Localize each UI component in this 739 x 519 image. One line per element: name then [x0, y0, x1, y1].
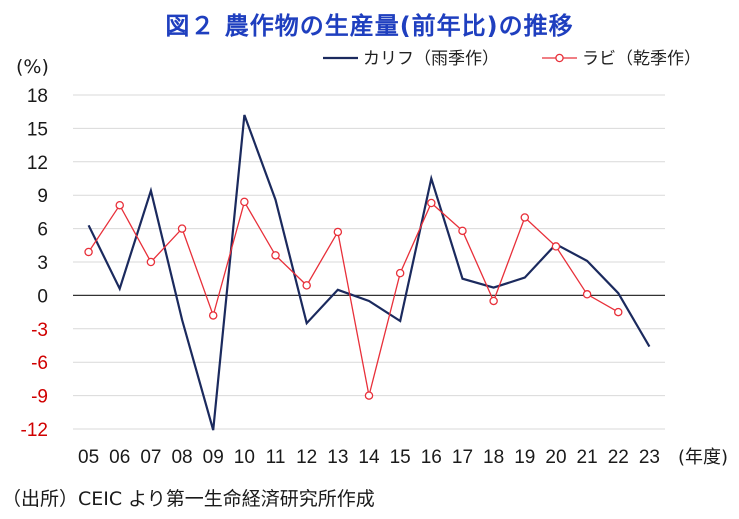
- legend-marker-rabi: [555, 53, 564, 63]
- x-tick-label: 23: [639, 447, 660, 468]
- legend-label-kharif: カリフ（雨季作）: [363, 49, 499, 69]
- x-tick-label: 08: [171, 447, 192, 468]
- data-point-rabi: [427, 198, 436, 208]
- data-point-rabi: [395, 268, 405, 278]
- legend-label-rabi: ラビ（乾季作）: [582, 49, 701, 69]
- x-tick-label: 11: [266, 447, 286, 468]
- data-point-rabi: [614, 307, 623, 317]
- x-tick-label: 05: [78, 447, 99, 468]
- data-point-rabi: [84, 247, 93, 257]
- data-point-rabi: [582, 290, 592, 299]
- data-point-rabi: [551, 242, 561, 251]
- y-axis-ticks: 18 15 12 9 6 3 0 -3 -6 -9 -12: [21, 86, 48, 441]
- source-note: （出所）CEIC より第一生命経済研究所作成: [2, 488, 375, 510]
- x-axis-ticks: 05 06 07 08 09 10 11 12 13 14 15 16 17 18 19 20 21 22 23: [78, 447, 660, 468]
- x-tick-label: 09: [203, 447, 224, 468]
- x-tick-label: 06: [109, 447, 130, 468]
- y-tick-label: 12: [27, 153, 48, 174]
- x-tick-label: 18: [483, 447, 504, 468]
- y-tick-label: -6: [31, 353, 48, 374]
- y-tick-label: 18: [27, 86, 48, 107]
- x-tick-label: 16: [421, 447, 442, 468]
- y-axis-unit-label: (%): [16, 56, 49, 78]
- x-tick-label: 21: [577, 447, 598, 468]
- data-point-rabi: [177, 224, 187, 233]
- y-tick-label: 6: [37, 220, 48, 241]
- chart-title: 図２ 農作物の生産量(前年比)の推移: [165, 12, 574, 40]
- x-tick-label: 22: [608, 447, 629, 468]
- x-tick-label: 20: [545, 447, 566, 468]
- data-point-rabi: [520, 213, 530, 222]
- data-point-rabi: [458, 226, 467, 236]
- data-series: [84, 114, 651, 431]
- y-tick-label: -3: [31, 320, 48, 341]
- data-point-rabi: [146, 257, 156, 267]
- x-tick-label: 12: [296, 447, 317, 468]
- x-tick-label: 14: [358, 447, 380, 468]
- data-point-rabi: [208, 311, 218, 320]
- y-tick-label: -9: [31, 387, 48, 408]
- x-tick-label: 13: [327, 447, 348, 468]
- data-point-rabi: [333, 227, 343, 237]
- x-axis-unit-label: (年度): [678, 447, 728, 468]
- y-tick-label: -12: [21, 420, 48, 441]
- y-tick-label: 15: [27, 119, 48, 140]
- data-point-rabi: [489, 296, 498, 306]
- data-point-rabi: [240, 197, 249, 207]
- data-point-rabi: [115, 200, 124, 210]
- x-tick-label: 07: [140, 447, 161, 468]
- x-tick-label: 17: [452, 447, 473, 468]
- series-line-rabi: [88, 200, 619, 396]
- data-point-rabi: [271, 251, 280, 260]
- legend: カリフ（雨季作） ラビ（乾季作）: [323, 49, 701, 69]
- x-tick-label: 10: [234, 447, 255, 468]
- x-tick-label: 15: [390, 447, 411, 468]
- x-tick-label: 19: [514, 447, 535, 468]
- y-tick-label: 3: [37, 253, 48, 274]
- data-point-rabi: [364, 391, 374, 400]
- y-tick-label: 9: [37, 186, 48, 207]
- y-tick-label: 0: [37, 286, 48, 307]
- gridlines: [73, 94, 665, 430]
- data-point-rabi: [302, 281, 311, 290]
